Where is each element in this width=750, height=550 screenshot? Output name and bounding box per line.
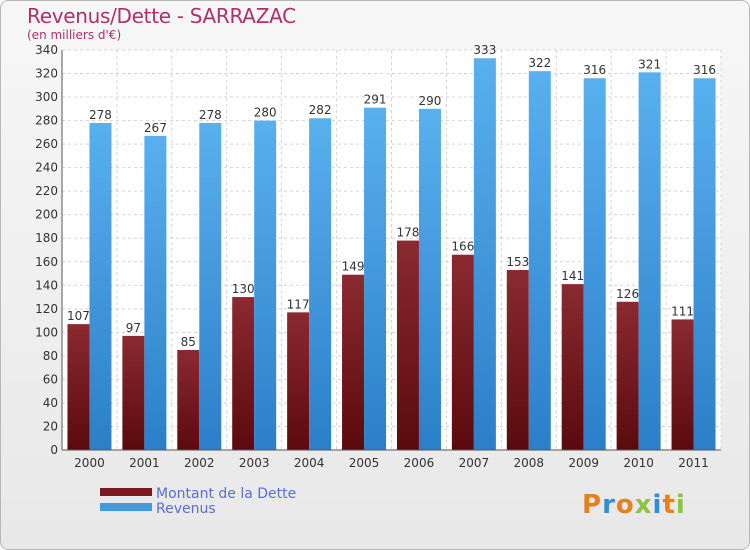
proxiti-logo: Proxiti	[582, 490, 686, 520]
data-label-dette: 153	[506, 255, 529, 269]
bar-dette	[232, 297, 255, 450]
bar-dette	[177, 350, 200, 450]
bar-revenus	[89, 122, 112, 451]
bar-revenus	[364, 107, 387, 450]
data-label-revenus: 290	[419, 94, 442, 108]
bar-dette	[122, 335, 145, 450]
x-tick-label: 2002	[184, 456, 215, 470]
bar-revenus	[309, 118, 332, 450]
data-label-dette: 126	[616, 287, 639, 301]
data-label-dette: 85	[181, 335, 196, 349]
bar-revenus	[144, 135, 167, 450]
bar-revenus	[693, 78, 716, 450]
x-tick-label: 2004	[294, 456, 325, 470]
data-label-revenus: 282	[309, 103, 332, 117]
data-label-revenus: 278	[89, 108, 112, 122]
data-label-revenus: 291	[364, 93, 387, 107]
y-tick-label: 140	[35, 278, 58, 292]
bar-dette	[671, 319, 694, 450]
legend-label-dette: Montant de la Dette	[156, 486, 296, 502]
legend-swatch-dette	[100, 488, 152, 496]
bar-revenus	[254, 120, 277, 451]
y-tick-label: 20	[43, 419, 58, 433]
data-label-dette: 166	[451, 240, 474, 254]
x-tick-label: 2003	[239, 456, 270, 470]
bar-dette	[616, 301, 639, 450]
x-tick-label: 2006	[404, 456, 435, 470]
bar-revenus	[638, 72, 661, 451]
data-label-revenus: 316	[693, 63, 716, 77]
data-label-revenus: 333	[473, 43, 496, 57]
bar-dette	[67, 324, 90, 450]
x-tick-label: 2010	[623, 456, 654, 470]
data-label-dette: 97	[126, 321, 141, 335]
legend-label-revenus: Revenus	[156, 501, 216, 517]
x-tick-label: 2008	[514, 456, 545, 470]
y-tick-label: 260	[35, 137, 58, 151]
bar-revenus	[528, 71, 551, 451]
bar-dette	[561, 284, 584, 450]
x-tick-label: 2001	[129, 456, 160, 470]
data-label-revenus: 316	[583, 63, 606, 77]
bar-revenus	[473, 58, 496, 451]
bar-dette	[506, 270, 529, 450]
bar-dette	[287, 312, 310, 450]
y-tick-label: 340	[35, 43, 58, 57]
data-label-dette: 117	[287, 297, 310, 311]
x-tick-label: 2011	[678, 456, 709, 470]
bar-dette	[396, 240, 419, 450]
legend-swatch-revenus	[100, 503, 152, 511]
y-tick-label: 300	[35, 90, 58, 104]
bar-revenus	[583, 78, 606, 450]
y-tick-label: 180	[35, 231, 58, 245]
data-label-dette: 178	[397, 226, 420, 240]
y-tick-label: 280	[35, 114, 58, 128]
y-tick-label: 0	[50, 443, 58, 457]
x-tick-label: 2000	[74, 456, 105, 470]
chart-title: Revenus/Dette - SARRAZAC	[27, 4, 296, 28]
x-tick-label: 2005	[349, 456, 380, 470]
data-label-revenus: 280	[254, 106, 277, 120]
bar-revenus	[418, 108, 441, 450]
y-tick-label: 80	[43, 349, 58, 363]
y-tick-label: 40	[43, 396, 58, 410]
data-label-dette: 149	[342, 260, 365, 274]
data-label-revenus: 322	[528, 56, 551, 70]
chart-subtitle: (en milliers d'€)	[27, 28, 122, 42]
data-label-dette: 111	[671, 304, 694, 318]
y-tick-label: 320	[35, 67, 58, 81]
y-tick-label: 100	[35, 325, 58, 339]
data-label-revenus: 278	[199, 108, 222, 122]
data-label-dette: 107	[67, 309, 90, 323]
y-tick-label: 60	[43, 372, 58, 386]
data-label-revenus: 321	[638, 57, 661, 71]
data-label-dette: 130	[232, 282, 255, 296]
y-tick-label: 120	[35, 302, 58, 316]
y-tick-label: 200	[35, 208, 58, 222]
y-tick-label: 240	[35, 161, 58, 175]
x-tick-label: 2007	[459, 456, 490, 470]
bar-dette	[451, 254, 474, 450]
bar-dette	[342, 274, 365, 450]
data-label-dette: 141	[561, 269, 584, 283]
y-tick-label: 220	[35, 184, 58, 198]
data-label-revenus: 267	[144, 121, 167, 135]
bar-revenus	[199, 122, 222, 451]
y-tick-label: 160	[35, 255, 58, 269]
x-tick-label: 2009	[568, 456, 599, 470]
